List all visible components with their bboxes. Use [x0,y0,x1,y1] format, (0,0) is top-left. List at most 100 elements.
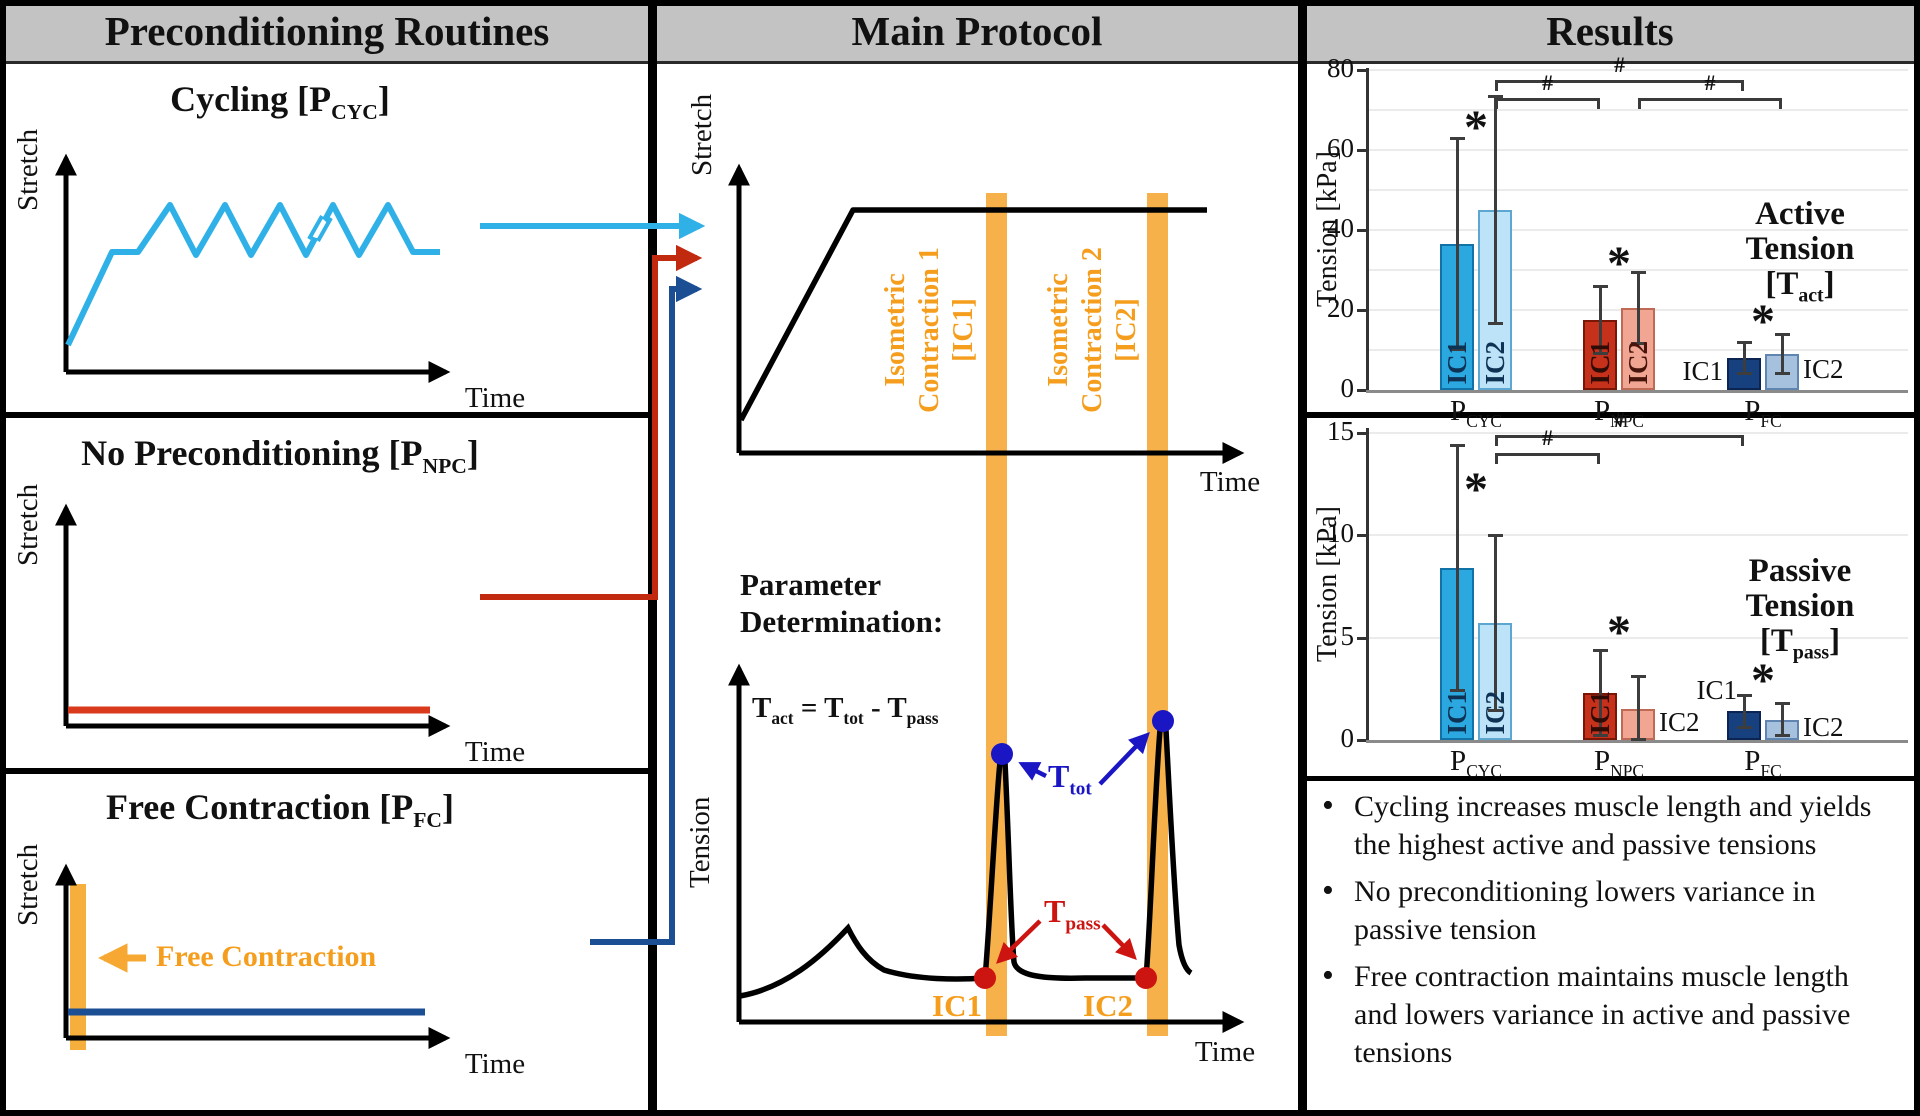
error-cap-bottom [1631,738,1646,741]
passive-tension-chart: 0 5 10 15 Tension [kPa] IC1 IC2 PCYC IC1 IC2 PNPC I… [1306,407,1918,781]
finding-npc: No preconditioning lowers variance in pa… [1318,872,1884,949]
cycling-ylabel: Stretch [12,128,44,212]
y-tick-label: 60 [1327,133,1354,163]
divider-results-bullets [1307,776,1914,781]
finding-fc: Free contraction maintains muscle length… [1318,957,1884,1072]
bar-label-IC1: IC1 [1696,675,1738,706]
y-tick [1357,309,1367,312]
bar-label-IC2: IC2 [1480,341,1510,385]
error-cap-bottom [1450,688,1465,692]
error-cap-bottom [1631,342,1646,345]
y-tick-label: 20 [1327,293,1354,323]
t-tot-label: Ttot [1048,758,1092,800]
y-tick [1357,389,1367,392]
bar-label-IC2: IC2 [1659,706,1700,737]
sig-star: * [1751,295,1775,348]
error-bar [1637,676,1640,740]
y-tick [1357,739,1367,742]
y-tick [1357,229,1367,232]
chart-title-line: Passive [1748,553,1852,589]
group-label-FC: PFC [1744,745,1782,781]
y-tick [1357,69,1367,72]
sig-bracket [1495,98,1600,101]
t-pass-label: Tpass [1044,893,1101,935]
error-bar [1743,694,1746,728]
main-stretch-ramp [738,207,1207,422]
sig-bracket-tick [1597,98,1600,109]
main-ylabel: Stretch [686,93,718,177]
y-tick-label: 0 [1340,373,1355,403]
t-pass-point-ic2 [1135,967,1157,989]
error-cap-bottom [1450,348,1465,351]
border-right [1914,0,1920,1116]
bar-label-IC2: IC2 [1623,341,1653,385]
cycling-xlabel: Time [464,382,526,414]
cycling-title: Cycling [PCYC] [170,79,390,125]
divider-npc-fc [6,768,648,774]
findings-list: Cycling increases muscle length and yiel… [1318,787,1884,1081]
chart-title-line: Active [1755,196,1845,232]
sig-bracket-tick [1638,98,1641,109]
group-label-NPC: PNPC [1594,395,1644,431]
error-bar [1456,444,1459,691]
sig-bracket-tick [1495,80,1498,91]
sig-star: * [1464,101,1488,154]
error-bar [1781,703,1784,736]
header-preconditioning: Preconditioning Routines [104,8,550,54]
sig-bracket-tick [1741,80,1744,91]
ic2-rotated-label: Isometric Contraction 2 [IC2] [1043,247,1142,413]
y-tick-label: 15 [1327,415,1354,446]
gridline [1368,109,1908,111]
error-bar [1637,272,1640,344]
bar-label-IC2: IC2 [1803,711,1844,742]
y-axis-label: Tension [kPa] [1312,506,1343,662]
error-cap-top [1593,648,1608,652]
chart-title-line: Tension [1745,588,1855,624]
y-tick [1357,636,1367,640]
x-baseline [1366,390,1908,393]
gridline [1368,69,1908,71]
fc-xlabel: Time [464,1048,526,1080]
y-tick-label: 0 [1340,723,1355,753]
group-label-FC: PFC [1744,395,1782,431]
bar-label-IC1: IC1 [1682,356,1724,386]
header-band [0,0,1920,64]
error-cap-bottom [1737,725,1752,729]
bar-label-IC2: IC2 [1480,691,1510,735]
param-ic1-label: IC1 [932,988,982,1023]
fc-title: Free Contraction [PFC] [105,787,455,833]
t-tot-point-ic2 [1152,710,1174,732]
y-tick [1357,431,1367,435]
sig-bracket-tick [1741,434,1744,446]
t-tot-arrow-ic2 [1098,732,1150,786]
y-tick [1357,149,1367,152]
sig-bracket-label: # [1542,425,1553,450]
divider-results-charts [1307,412,1914,418]
error-cap-top [1488,534,1503,537]
ic1-band [986,193,1007,1036]
fc-activation-bar [70,884,86,1050]
cycling-stretch-curve [65,202,440,347]
active-tension-chart: 0 20 40 60 80 Tension [kPa] IC1 IC2 PCYC IC1 IC2 PN… [1306,52,1918,429]
sig-bracket-label: # [1614,406,1625,432]
main-xlabel: Time [1199,466,1261,498]
finding-cycling: Cycling increases muscle length and yiel… [1318,787,1884,864]
connector-npc [480,244,703,600]
sig-star: * [1607,606,1631,660]
sig-bracket [1638,98,1782,101]
gridline [1368,149,1908,151]
gridline [1368,229,1908,231]
y-axis-label: Tension [kPa] [1312,151,1343,307]
error-cap-top [1631,271,1646,274]
separator-col2-col3 [1298,0,1307,1116]
sig-bracket-label: # [1542,70,1553,95]
error-bar [1494,535,1497,712]
border-left [0,0,6,1116]
error-cap-top [1450,137,1465,140]
error-cap-bottom [1737,372,1752,375]
sig-bracket-tick [1597,453,1600,464]
gridline [1368,636,1908,639]
error-cap-bottom [1775,733,1790,737]
param-ylabel: Tension [684,796,716,889]
ic1-rotated-label: Isometric Contraction 1 [IC1] [880,247,979,413]
